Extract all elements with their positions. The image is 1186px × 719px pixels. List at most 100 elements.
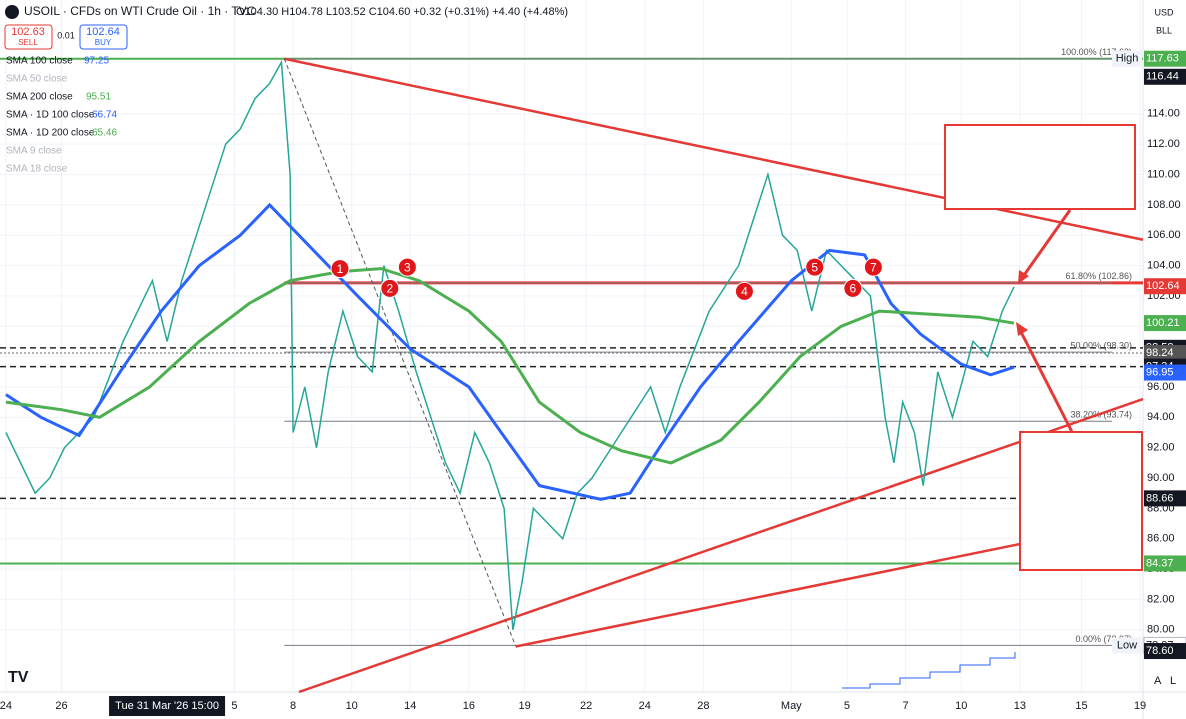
y-tick-label: 112.00: [1147, 138, 1180, 150]
x-tick-label: 10: [955, 700, 967, 712]
y-tick-label: 94.00: [1147, 411, 1175, 423]
arrow: [1018, 329, 1074, 433]
price-label-box: [1144, 344, 1186, 361]
arrow-head: [1016, 322, 1028, 336]
indicator-name: SMA 18 close: [6, 164, 68, 175]
indicator-name: SMA · 1D 100 close: [6, 110, 95, 121]
x-tick-label: 14: [404, 700, 416, 712]
y-tick-label: 110.00: [1147, 168, 1180, 180]
sell-button[interactable]: [4, 24, 53, 50]
price-label: 88.66: [1146, 492, 1174, 504]
y-tick-label: 96.00: [1147, 381, 1175, 393]
y-tick-label: 80.00: [1147, 624, 1175, 636]
marker-label: 3: [404, 260, 411, 274]
indicator-name: SMA · 1D 200 close: [6, 128, 95, 139]
price-label: 117.63: [1146, 53, 1179, 65]
price-label: 96.95: [1146, 366, 1174, 378]
x-tick-label: 7: [903, 700, 909, 712]
buy-price: 102.64: [86, 26, 120, 38]
annotation-box: [1019, 431, 1143, 571]
buy-label: BUY: [95, 38, 112, 47]
auto-button[interactable]: A: [1154, 675, 1162, 687]
indicator-line: [842, 652, 1016, 689]
price-label-box: [1144, 278, 1186, 295]
symbol-icon: [5, 5, 19, 19]
indicator-value: 66.74: [92, 110, 117, 121]
price-label: 78.60: [1146, 645, 1174, 657]
sell-price: 102.63: [11, 26, 45, 38]
series-line: [5, 267, 1015, 465]
marker: [734, 281, 754, 301]
spread: 0.01: [57, 30, 75, 40]
marker-label: 1: [337, 262, 344, 276]
marker-label: 5: [811, 260, 818, 274]
log-button[interactable]: L: [1170, 675, 1176, 687]
unit: BLL: [1156, 25, 1172, 35]
price-tag: Low: [1117, 639, 1137, 651]
plot: 100.00% (117.63) 61.80% (102.86) 50.00% (9…: [0, 47, 1144, 694]
y-tick-label: 86.00: [1147, 533, 1175, 545]
arrow: [1020, 209, 1072, 279]
x-tick-label: 8: [290, 700, 296, 712]
y-tick-label: 114.00: [1147, 108, 1180, 120]
ohlc: O104.30 H104.78 L103.52 C104.60 +0.32 (+…: [236, 6, 568, 18]
indicator-name: SMA 100 close: [6, 56, 73, 67]
price-label: 116.44: [1146, 71, 1179, 83]
marker: [863, 257, 883, 277]
marker-label: 7: [870, 260, 877, 274]
x-tick-label: 26: [55, 700, 67, 712]
price-label: 100.21: [1146, 317, 1180, 329]
series-line: [5, 59, 1015, 630]
logo: TV: [8, 669, 29, 686]
buy-button[interactable]: [79, 24, 128, 50]
y-tick-label: 90.00: [1147, 472, 1175, 484]
price-tag-box: [1112, 50, 1142, 67]
price-label-box: [1144, 364, 1186, 381]
sell-label: SELL: [18, 38, 38, 47]
fib-label: 100.00% (117.63): [1061, 47, 1132, 57]
fib-label: 50.00% (98.30): [1070, 340, 1132, 350]
price-label-box: [1144, 555, 1186, 572]
title: USOIL · CFDs on WTI Crude Oil · 1h · TVC: [24, 4, 256, 18]
x-tick-label: 15: [1075, 700, 1087, 712]
series-line: [5, 202, 1015, 501]
marker-label: 4: [741, 285, 748, 299]
crosshair-box: [109, 696, 226, 716]
x-tick-label: May: [781, 700, 802, 712]
x-tick-label: 10: [346, 700, 358, 712]
x-tick-label: 16: [463, 700, 475, 712]
indicator-value: 95.51: [86, 92, 111, 103]
y-tick-label: 108.00: [1147, 199, 1181, 211]
indicator-name: SMA 50 close: [6, 74, 68, 85]
marker: [397, 257, 417, 277]
currency: USD: [1154, 7, 1174, 17]
x-tick-label: 19: [1134, 700, 1146, 712]
price-label: 102.64: [1146, 280, 1180, 292]
y-tick-label: 104.00: [1147, 259, 1181, 271]
price-label-box: [1144, 643, 1186, 660]
y-tick-label: 92.00: [1147, 442, 1175, 454]
price-tag-box: [1112, 637, 1142, 654]
indicator-value: 97.25: [84, 56, 109, 67]
grid: [0, 0, 1143, 692]
x-tick-label: 5: [844, 700, 850, 712]
indicator-value: 65.46: [92, 128, 117, 139]
indicator-name: SMA 200 close: [6, 92, 73, 103]
x-tick-label: 22: [580, 700, 592, 712]
price-label: 98.24: [1146, 347, 1174, 359]
fib-label: 61.80% (102.86): [1065, 271, 1132, 281]
indicator-name: SMA 9 close: [6, 146, 62, 157]
x-tick-label: 5: [231, 700, 237, 712]
marker-label: 2: [386, 282, 393, 296]
price-tag: High: [1116, 53, 1139, 65]
price-label-box: [1144, 50, 1186, 67]
price-label-box: [1144, 490, 1186, 507]
annotation-box: [944, 124, 1136, 210]
price-label-box: [1144, 315, 1186, 332]
x-tick-label: 19: [518, 700, 530, 712]
price-label-box: [1144, 68, 1186, 85]
marker: [805, 257, 825, 277]
y-tick-label: 106.00: [1147, 229, 1181, 241]
arrow-head: [1018, 270, 1029, 284]
